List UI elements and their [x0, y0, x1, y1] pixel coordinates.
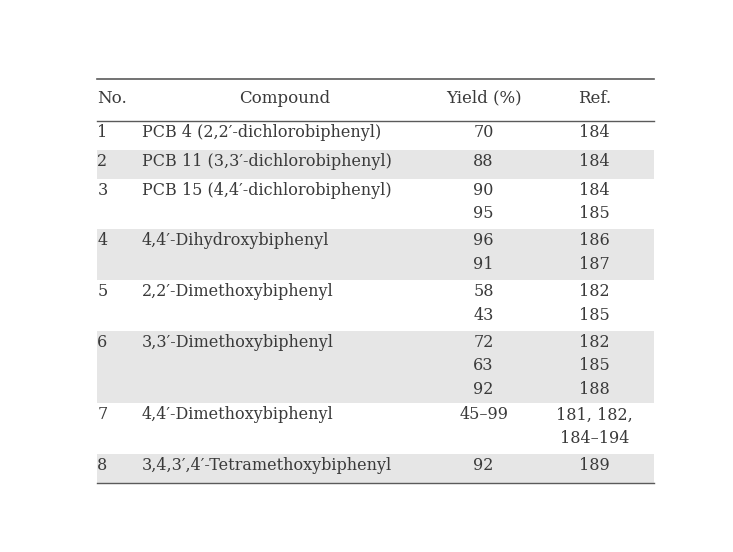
Text: 5: 5 [97, 283, 108, 300]
Text: 181, 182,
184–194: 181, 182, 184–194 [556, 406, 633, 447]
Text: 3,4,3′,4′-Tetramethoxybiphenyl: 3,4,3′,4′-Tetramethoxybiphenyl [141, 457, 392, 474]
Bar [97, 331, 654, 404]
Text: 4: 4 [97, 232, 108, 250]
Text: PCB 15 (4,4′-dichlorobiphenyl): PCB 15 (4,4′-dichlorobiphenyl) [141, 182, 391, 199]
Text: 6: 6 [97, 334, 108, 351]
Text: PCB 4 (2,2′-dichlorobiphenyl): PCB 4 (2,2′-dichlorobiphenyl) [141, 124, 381, 141]
Text: 88: 88 [474, 153, 494, 170]
Text: 184
185: 184 185 [579, 182, 610, 222]
Text: Compound: Compound [239, 89, 331, 107]
Text: 90
95: 90 95 [474, 182, 494, 222]
Text: 2: 2 [97, 153, 108, 170]
Text: 189: 189 [579, 457, 610, 474]
Text: 4,4′-Dimethoxybiphenyl: 4,4′-Dimethoxybiphenyl [141, 406, 334, 423]
Text: 3,3′-Dimethoxybiphenyl: 3,3′-Dimethoxybiphenyl [141, 334, 334, 351]
Text: 186
187: 186 187 [579, 232, 610, 273]
Text: 7: 7 [97, 406, 108, 423]
Text: 2,2′-Dimethoxybiphenyl: 2,2′-Dimethoxybiphenyl [141, 283, 334, 300]
Text: 45–99: 45–99 [459, 406, 508, 423]
Text: 92: 92 [474, 457, 494, 474]
Text: 182
185: 182 185 [579, 283, 610, 323]
Text: 72
63
92: 72 63 92 [474, 334, 494, 398]
Text: 58
43: 58 43 [474, 283, 494, 323]
Text: 184: 184 [579, 124, 610, 141]
Text: Ref.: Ref. [578, 89, 611, 107]
Text: 184: 184 [579, 153, 610, 170]
Text: 96
91: 96 91 [474, 232, 494, 273]
Text: No.: No. [97, 89, 127, 107]
Text: 182
185
188: 182 185 188 [579, 334, 610, 398]
Bar [97, 150, 654, 179]
Text: 3: 3 [97, 182, 108, 199]
Bar [97, 230, 654, 280]
Text: 70: 70 [474, 124, 494, 141]
Bar [97, 454, 654, 483]
Text: 4,4′-Dihydroxybiphenyl: 4,4′-Dihydroxybiphenyl [141, 232, 329, 250]
Text: Yield (%): Yield (%) [446, 89, 521, 107]
Text: 1: 1 [97, 124, 108, 141]
Text: PCB 11 (3,3′-dichlorobiphenyl): PCB 11 (3,3′-dichlorobiphenyl) [141, 153, 391, 170]
Text: 8: 8 [97, 457, 108, 474]
